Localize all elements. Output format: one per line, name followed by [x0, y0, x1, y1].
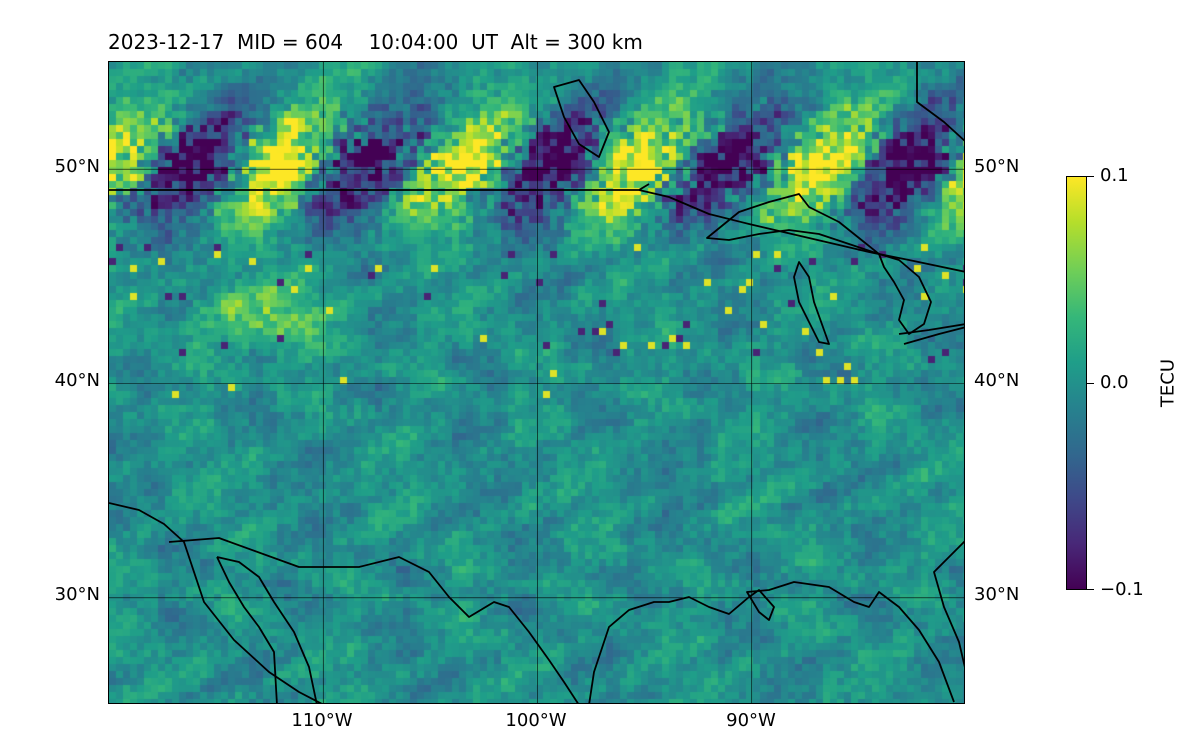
baja-california — [216, 556, 318, 703]
plot-title: 2023-12-17 MID = 604 10:04:00 UT Alt = 3… — [108, 30, 643, 54]
lat-label-40-right: 40°N — [974, 370, 1020, 391]
colorbar — [1066, 176, 1087, 590]
lake-superior — [706, 193, 880, 255]
pacific-coast — [109, 502, 323, 703]
map-overlay — [109, 62, 964, 703]
lake-michigan — [793, 261, 830, 345]
florida-atlantic-coast — [933, 540, 964, 668]
colorbar-tick-top — [1087, 176, 1094, 177]
hudson-bay-coast — [916, 62, 964, 142]
lat-label-40-left: 40°N — [54, 370, 100, 391]
james-bay-coast — [553, 79, 610, 158]
colorbar-label-max: 0.1 — [1100, 165, 1129, 186]
gulf-coast — [588, 581, 955, 703]
colorbar-label-zero: 0.0 — [1100, 372, 1129, 393]
tec-heatmap — [109, 62, 964, 703]
lat-label-30-left: 30°N — [54, 584, 100, 605]
colorbar-label-min: −0.1 — [1100, 579, 1144, 600]
lake-erie-ontario — [898, 323, 964, 345]
lon-label-100w: 100°W — [505, 710, 567, 731]
lat-label-30-right: 30°N — [974, 584, 1020, 605]
lon-label-90w: 90°W — [726, 710, 776, 731]
us-canada-border — [109, 183, 650, 191]
colorbar-tick-mid — [1087, 383, 1094, 384]
lake-huron — [878, 253, 932, 335]
lat-label-50-left: 50°N — [54, 156, 100, 177]
us-mexico-border — [168, 537, 579, 703]
lon-label-110w: 110°W — [291, 710, 353, 731]
colorbar-tick-bottom — [1087, 589, 1094, 590]
colorbar-title: TECU — [1157, 358, 1179, 408]
coastlines-and-borders — [109, 62, 964, 703]
lat-label-50-right: 50°N — [974, 156, 1020, 177]
graticule — [109, 62, 964, 703]
tec-map — [108, 61, 965, 704]
